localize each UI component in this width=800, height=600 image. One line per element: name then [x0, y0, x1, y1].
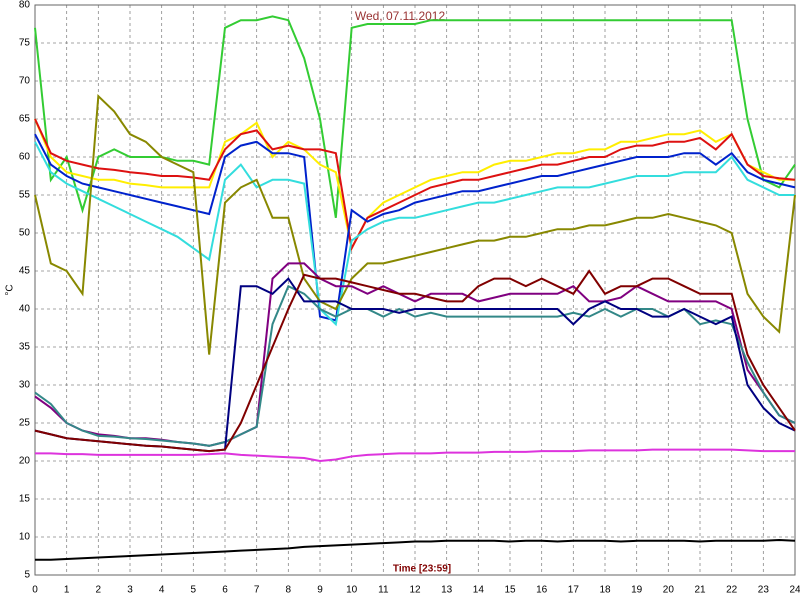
series-line [34, 269, 796, 453]
x-tick-label: 9 [317, 585, 323, 596]
x-tick-label: 14 [473, 585, 485, 596]
x-tick-label: 2 [96, 585, 102, 596]
x-tick-label: 5 [191, 585, 197, 596]
x-tick-label: 23 [758, 585, 770, 596]
series-line [35, 539, 796, 561]
x-tick-label: 8 [286, 585, 292, 596]
x-tick-label: 16 [536, 585, 548, 596]
x-tick-label: 4 [159, 585, 165, 596]
x-tick-label: 1 [64, 585, 70, 596]
y-tick-label: 30 [19, 380, 31, 391]
y-tick-label: 40 [19, 304, 31, 315]
x-tick-label: 10 [346, 585, 358, 596]
x-tick-label: 19 [631, 585, 643, 596]
y-tick-label: 25 [19, 418, 31, 429]
y-tick-label: 5 [24, 570, 30, 581]
y-tick-label: 45 [19, 266, 31, 277]
y-tick-label: 70 [19, 76, 31, 87]
series-line [35, 448, 795, 463]
y-tick-label: 15 [19, 494, 31, 505]
y-axis-label: °C [5, 284, 16, 295]
y-tick-label: 50 [19, 228, 31, 239]
x-tick-label: 13 [441, 585, 453, 596]
x-tick-label: 22 [726, 585, 738, 596]
series-line [34, 94, 796, 355]
y-tick-label: 75 [19, 38, 31, 49]
series-line [34, 141, 795, 327]
series-line [34, 118, 796, 252]
series-line [34, 118, 795, 252]
x-tick-label: 12 [409, 585, 421, 596]
y-tick-label: 35 [19, 342, 31, 353]
y-tick-label: 65 [19, 114, 31, 125]
x-tick-label: 21 [694, 585, 706, 596]
x-tick-label: 0 [32, 585, 38, 596]
x-tick-label: 24 [789, 585, 800, 596]
x-tick-label: 17 [568, 585, 580, 596]
x-tick-label: 11 [378, 585, 389, 596]
y-tick-label: 20 [19, 456, 31, 467]
y-tick-label: 80 [19, 0, 31, 11]
plot-frame [34, 4, 796, 576]
x-tick-label: 7 [254, 585, 260, 596]
x-axis-label: Time [23:59] [393, 564, 451, 575]
chart-title: Wed, 07.11.2012 [355, 9, 446, 23]
x-tick-label: 18 [599, 585, 611, 596]
x-tick-label: 20 [663, 585, 675, 596]
y-tick-label: 55 [19, 190, 31, 201]
series-line [34, 133, 796, 322]
y-tick-label: 10 [19, 532, 31, 543]
x-tick-label: 3 [127, 585, 133, 596]
y-tick-label: 60 [19, 152, 31, 163]
x-tick-label: 6 [222, 585, 228, 596]
x-tick-label: 15 [504, 585, 516, 596]
